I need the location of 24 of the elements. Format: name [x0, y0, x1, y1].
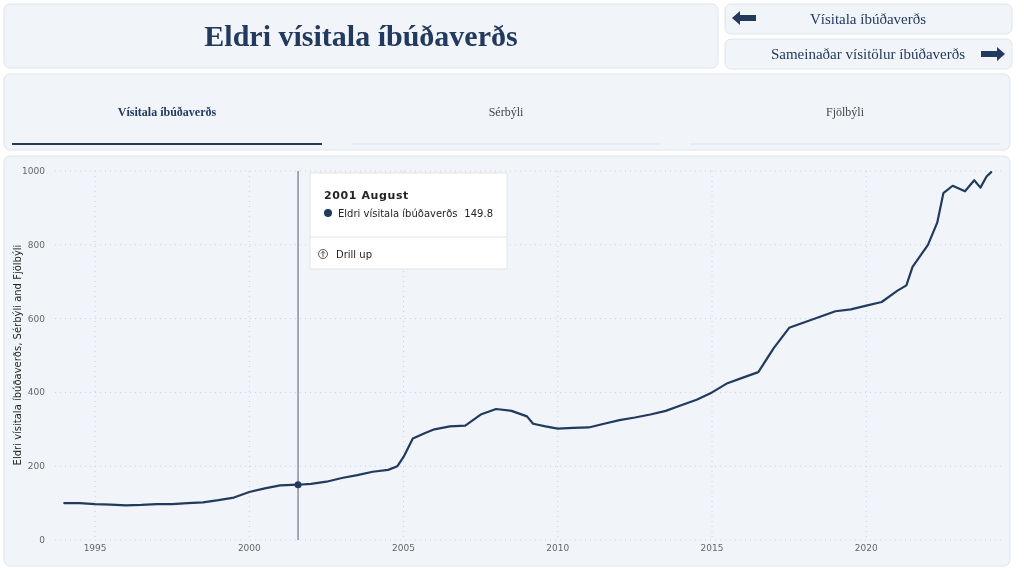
y-axis-title: Eldri vísitala íbúðaverðs, Sérbýli and Fjölbýli	[12, 244, 23, 466]
x-tick-label: 2020	[854, 543, 878, 553]
line-series	[63, 171, 993, 507]
legend-label: Eldri vísitala íbúðaverðs	[338, 208, 458, 219]
x-tick-label: 1995	[83, 543, 107, 553]
x-tick-label: 2010	[546, 543, 570, 553]
chart-title: Eldri vísitala íbúðaverðs	[204, 19, 518, 52]
y-tick-label: 200	[27, 461, 46, 472]
text: Vísitala íbúðaverðs	[809, 11, 927, 27]
annotation: Drill up	[336, 249, 373, 260]
annotation: 149.8	[464, 208, 493, 219]
y-tick-label: 800	[27, 239, 46, 250]
text: Vísitala íbúðaverðs	[117, 105, 217, 119]
x-tick-label: 2000	[237, 543, 262, 553]
y-tick-label: 1000	[22, 166, 46, 176]
x-tick-label: 2005	[392, 543, 416, 553]
y-tick-label: 400	[27, 387, 46, 398]
text: Fjölbýli	[825, 105, 865, 119]
annotation: 2001 August	[324, 189, 409, 202]
text: Sérbýli	[488, 105, 524, 119]
y-tick-label: 600	[27, 313, 46, 324]
text: Sameinaðar vísitölur íbúðaverðs	[770, 46, 966, 62]
y-tick-label: 0	[39, 535, 46, 545]
x-tick-label: 2015	[700, 543, 724, 553]
